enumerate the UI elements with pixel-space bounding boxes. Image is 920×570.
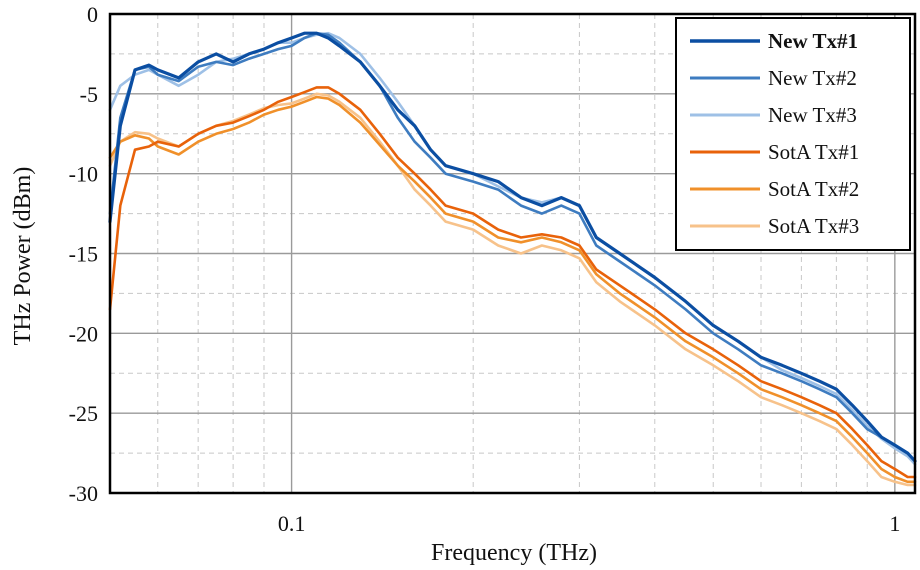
y-tick-label: 0	[87, 2, 98, 27]
legend-label: New Tx#2	[768, 66, 857, 90]
y-tick-label: -5	[80, 82, 98, 107]
series-line-sota-tx-2	[108, 95, 917, 484]
legend-box	[675, 17, 911, 251]
y-tick-label: -15	[69, 242, 98, 267]
plot-frame	[108, 12, 917, 495]
legend: New Tx#1 New Tx#2 New Tx#3 SotA Tx#1 SotA Tx…	[675, 17, 911, 251]
legend-label: SotA Tx#3	[768, 214, 859, 238]
series-line-sota-tx-1	[108, 86, 917, 479]
x-tick-label: 1	[889, 511, 900, 536]
x-tick-label: 0.1	[278, 511, 306, 536]
axes: 0 -5 -10 -15 -20 -25 -30 0.1 1	[69, 2, 917, 536]
y-tick-label: -20	[69, 321, 98, 346]
legend-label: New Tx#1	[768, 29, 858, 53]
legend-label: SotA Tx#2	[768, 177, 859, 201]
x-axis-title: Frequency (THz)	[431, 540, 597, 566]
y-axis-title: THz Power (dBm)	[10, 167, 36, 346]
y-tick-label: -30	[69, 481, 98, 506]
series-lines	[108, 31, 917, 487]
series-line-new-tx-2	[108, 31, 917, 463]
series-line-new-tx-1	[108, 31, 917, 463]
y-tick-label: -25	[69, 401, 98, 426]
y-tick-label: -10	[69, 162, 98, 187]
legend-label: New Tx#3	[768, 103, 857, 127]
legend-label: SotA Tx#1	[768, 140, 859, 164]
